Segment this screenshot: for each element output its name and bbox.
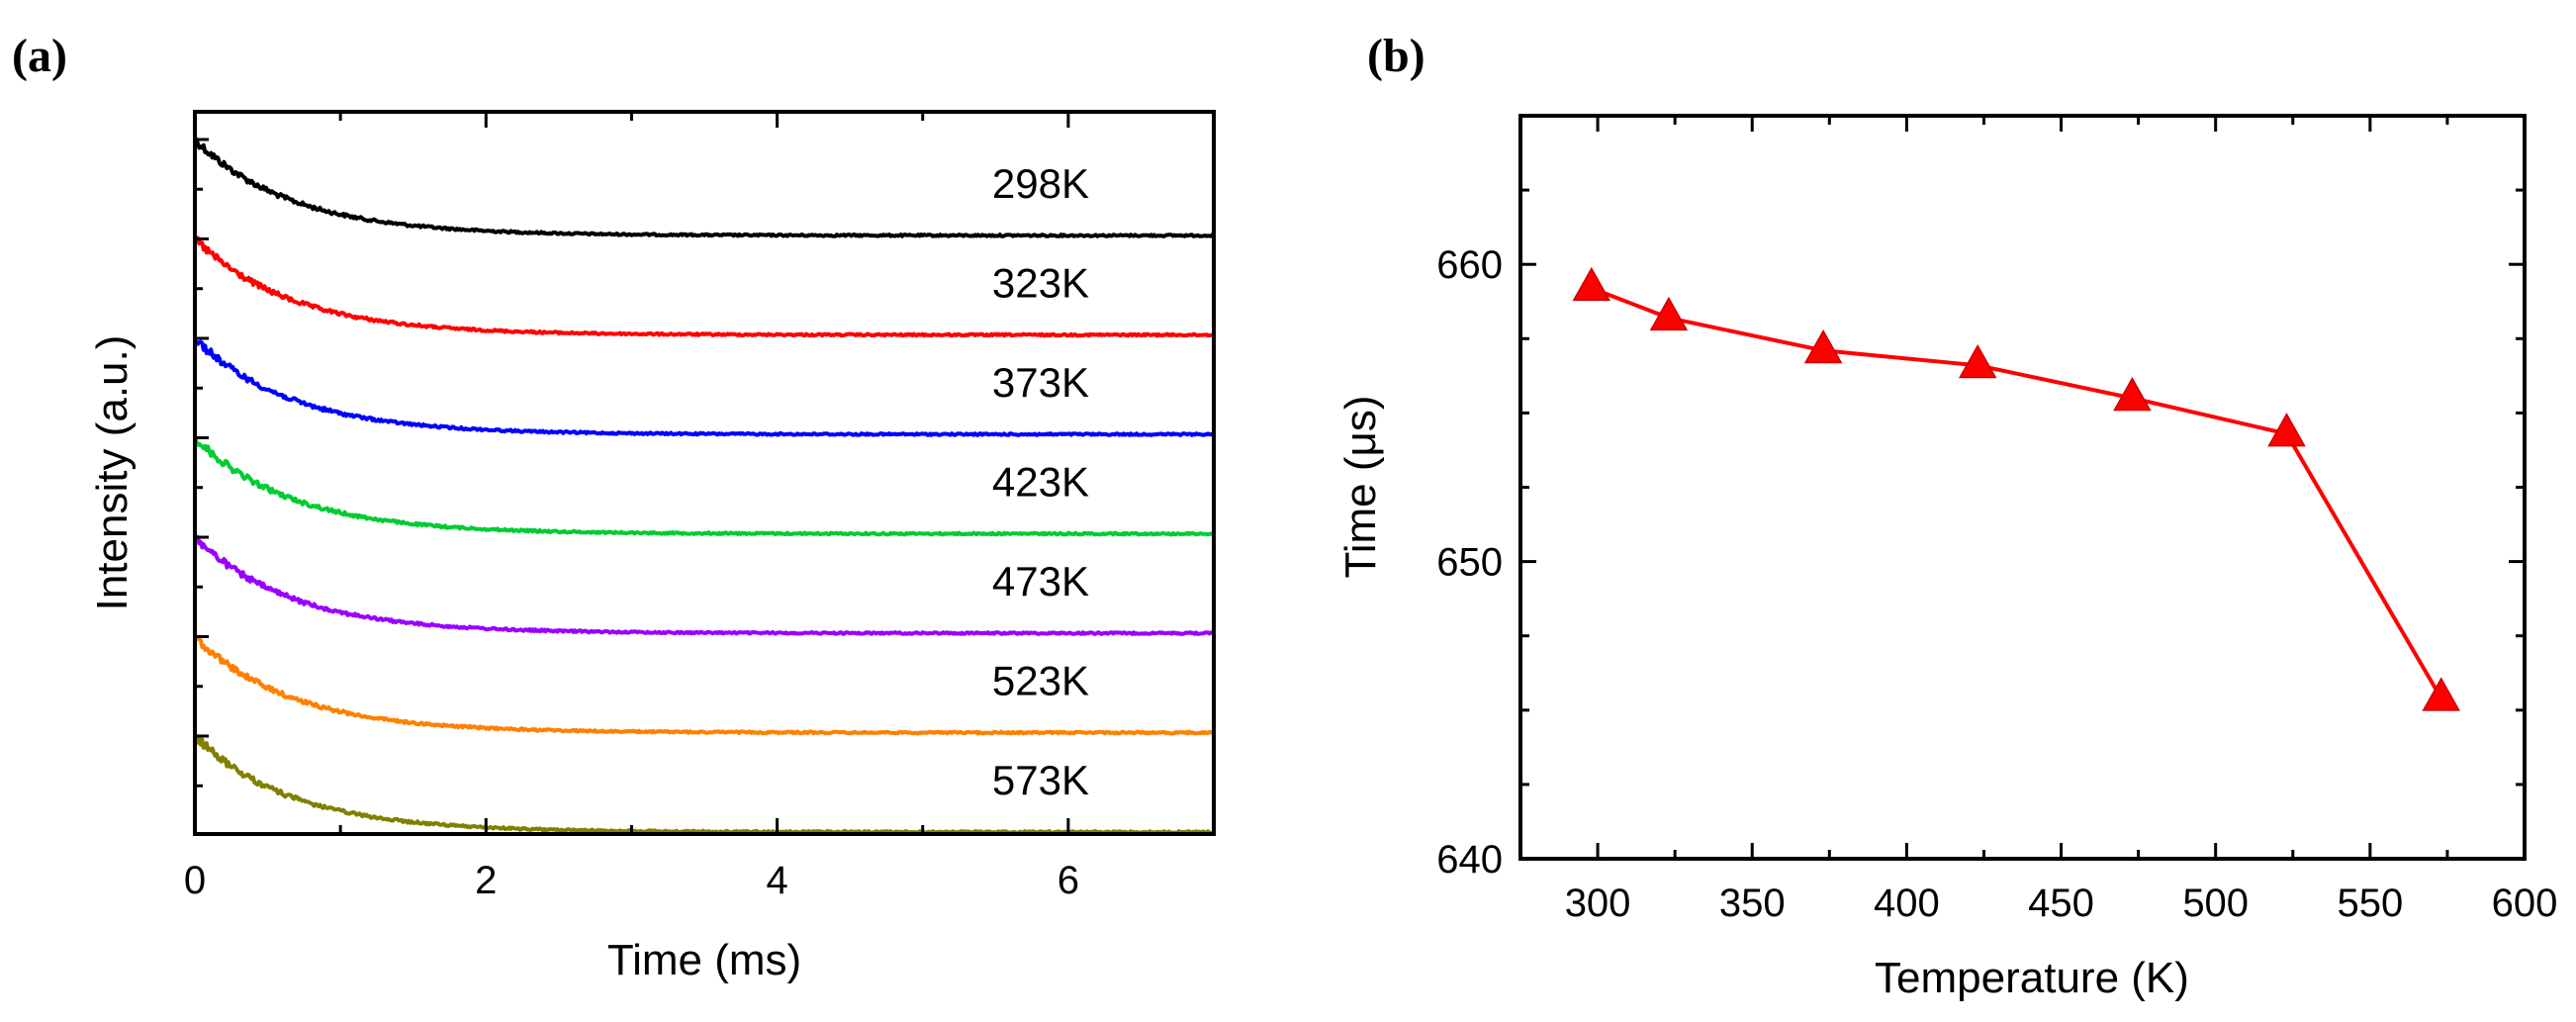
- panel-b-ticks: [1518, 114, 2527, 861]
- y-tick-label: 650: [1436, 541, 1503, 585]
- panel-a-curve-labels: 298K 323K 373K 423K 473K 523K 573K: [992, 160, 1089, 803]
- curve-label-373K: 373K: [992, 359, 1089, 406]
- curve-label-523K: 523K: [992, 658, 1089, 704]
- panel-a-x-axis-title: Time (ms): [607, 936, 801, 984]
- y-tick-label: 640: [1436, 838, 1503, 882]
- panel-a-decay-curves: (a) 0 2 4 6 298K 323K 373K 423K 473K 523K 573K Ti…: [12, 30, 1216, 984]
- decay-curve-323K: [193, 235, 1216, 338]
- curve-label-473K: 473K: [992, 558, 1089, 604]
- curve-label-323K: 323K: [992, 260, 1089, 307]
- x-tick-label: 6: [1058, 859, 1079, 902]
- panel-a-plot-frame: [193, 110, 1216, 836]
- panel-b-y-axis-title: Time (μs): [1336, 395, 1385, 578]
- x-tick-label: 2: [475, 859, 497, 902]
- data-point-473K: [2113, 376, 2152, 412]
- data-point-373K: [1803, 328, 1843, 364]
- x-tick-label: 600: [2492, 882, 2558, 925]
- x-tick-label: 550: [2337, 882, 2403, 925]
- x-tick-label: 500: [2182, 882, 2249, 925]
- x-tick-label: 350: [1719, 882, 1786, 925]
- curve-label-573K: 573K: [992, 757, 1089, 803]
- panel-a-y-axis-title: Intensity (a.u.): [88, 335, 137, 611]
- panel-a-x-tick-labels: 0 2 4 6: [184, 859, 1079, 902]
- y-tick-label: 660: [1436, 243, 1503, 287]
- data-point-573K: [2422, 677, 2460, 711]
- decay-curve-298K: [193, 137, 1215, 238]
- panel-b-tick-labels: 300 350 400 450 500 550 600 640 650 660: [1436, 243, 2557, 925]
- decay-curve-523K: [193, 633, 1215, 736]
- decay-curve-473K: [193, 534, 1216, 636]
- decay-curve-373K: [193, 338, 1216, 437]
- lifetime-line: [1591, 286, 2443, 699]
- panel-b-label: (b): [1367, 30, 1426, 82]
- curve-label-423K: 423K: [992, 459, 1089, 506]
- x-tick-label: 0: [184, 859, 206, 902]
- data-point-323K: [1649, 296, 1689, 331]
- x-tick-label: 300: [1565, 882, 1631, 925]
- lifetime-series: [1572, 266, 2460, 711]
- curve-label-298K: 298K: [992, 160, 1089, 207]
- data-point-423K: [1958, 343, 1997, 379]
- x-tick-label: 400: [1874, 882, 1940, 925]
- panel-b-plot-frame: [1518, 114, 2527, 861]
- x-tick-label: 4: [766, 859, 787, 902]
- panel-a-label: (a): [12, 30, 67, 82]
- x-tick-label: 450: [2028, 882, 2094, 925]
- data-point-298K: [1572, 266, 1611, 302]
- decay-curves-group: [193, 137, 1216, 835]
- decay-curve-423K: [193, 437, 1215, 537]
- panel-b-x-axis-title: Temperature (K): [1875, 954, 2189, 1002]
- data-point-523K: [2267, 413, 2306, 447]
- panel-b-lifetime-vs-temperature: (b) 300 350 400 450 500 550 600 640 650 660 Tempe…: [1336, 30, 2557, 1002]
